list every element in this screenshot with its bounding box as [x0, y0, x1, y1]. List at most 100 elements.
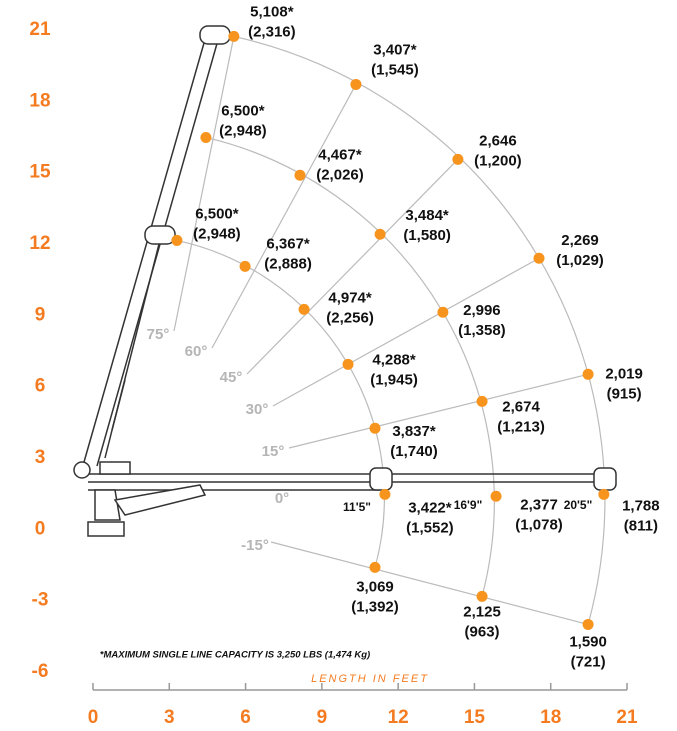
- load-point: [582, 618, 594, 630]
- capacity-lbs: 3,837*: [392, 423, 436, 440]
- y-tick-label: -6: [32, 661, 49, 682]
- angle-guide: [272, 257, 540, 407]
- load-point: [533, 252, 545, 264]
- x-tick-label: 6: [240, 707, 251, 728]
- angle-guide: [270, 541, 589, 626]
- angle-label: 15°: [262, 443, 285, 460]
- angle-label: -15°: [241, 537, 269, 554]
- capacity-lbs: 2,269: [561, 232, 599, 249]
- footnote: *MAXIMUM SINGLE LINE CAPACITY IS 3,250 L…: [100, 650, 370, 661]
- angle-label: 45°: [220, 369, 243, 386]
- x-tick-label: 0: [88, 707, 99, 728]
- section-label: 11'5": [343, 500, 371, 514]
- load-point: [369, 422, 381, 434]
- angle-label: 0°: [275, 490, 289, 507]
- capacity-lbs: 3,407*: [373, 41, 417, 58]
- capacity-kg: (1,213): [497, 418, 545, 435]
- section-label: 20'5": [564, 498, 593, 512]
- y-tick-label: 12: [29, 233, 50, 254]
- capacity-lbs: 6,500*: [195, 205, 239, 222]
- capacity-lbs: 5,108*: [250, 3, 294, 20]
- y-tick-label: 9: [35, 304, 46, 325]
- capacity-lbs: 3,422*: [408, 499, 452, 516]
- x-tick-label: 12: [388, 707, 409, 728]
- capacity-lbs: 2,377: [520, 496, 558, 513]
- load-point: [200, 131, 212, 143]
- capacity-kg: (1,392): [351, 598, 399, 615]
- y-tick-label: 0: [35, 518, 46, 539]
- load-point: [374, 228, 386, 240]
- capacity-lbs: 2,996: [463, 302, 501, 319]
- angle-guide: [211, 84, 357, 349]
- capacity-kg: (2,888): [264, 255, 312, 272]
- load-point: [476, 395, 488, 407]
- capacity-kg: (1,580): [403, 227, 451, 244]
- crane: [73, 25, 617, 537]
- capacity-lbs: 3,484*: [405, 207, 449, 224]
- x-axis-label: LENGTH IN FEET: [311, 673, 429, 685]
- y-tick-label: 15: [29, 162, 51, 183]
- x-tick-label: 15: [464, 707, 486, 728]
- x-tick-label: 9: [317, 707, 328, 728]
- capacity-kg: (721): [571, 653, 606, 670]
- y-tick-label: 6: [35, 376, 46, 397]
- capacity-lbs: 1,590: [569, 633, 607, 650]
- x-tick-label: 3: [164, 707, 175, 728]
- capacity-kg: (1,029): [556, 252, 604, 269]
- load-point: [476, 590, 488, 602]
- capacity-kg: (1,545): [371, 61, 419, 78]
- load-point: [452, 153, 464, 165]
- capacity-kg: (2,948): [219, 122, 267, 139]
- load-point: [294, 169, 306, 181]
- section-label: 16'9": [454, 498, 483, 512]
- capacity-kg: (915): [607, 385, 642, 402]
- x-tick-label: 21: [616, 707, 638, 728]
- capacity-lbs: 2,125: [463, 603, 501, 620]
- load-point: [228, 30, 240, 42]
- capacity-kg: (1,200): [474, 152, 522, 169]
- load-point: [171, 234, 183, 246]
- x-tick-label: 18: [540, 707, 561, 728]
- capacity-kg: (1,740): [390, 443, 438, 460]
- capacity-lbs: 3,069: [356, 578, 394, 595]
- capacity-lbs: 4,974*: [328, 289, 372, 306]
- capacity-kg: (2,026): [316, 166, 364, 183]
- capacity-lbs: 1,788: [622, 497, 660, 514]
- load-point: [437, 306, 449, 318]
- y-tick-label: 3: [35, 447, 46, 468]
- load-point: [239, 260, 251, 272]
- angle-label: 60°: [185, 343, 208, 360]
- angle-guide: [246, 158, 459, 375]
- capacity-kg: (2,316): [248, 23, 296, 40]
- load-point: [598, 488, 610, 500]
- capacity-lbs: 6,367*: [266, 235, 310, 252]
- capacity-lbs: 2,019: [605, 365, 643, 382]
- capacity-kg: (1,552): [406, 519, 454, 536]
- capacity-lbs: 2,646: [479, 132, 517, 149]
- capacity-kg: (963): [465, 623, 500, 640]
- angle-guide: [173, 36, 235, 332]
- load-point: [490, 490, 502, 502]
- capacity-lbs: 4,288*: [372, 351, 416, 368]
- capacity-kg: (1,945): [370, 371, 418, 388]
- capacity-lbs: 2,674: [502, 398, 540, 415]
- capacity-kg: (1,358): [458, 322, 506, 339]
- load-point: [342, 358, 354, 370]
- capacity-kg: (811): [624, 517, 658, 534]
- load-point: [350, 78, 362, 90]
- capacity-kg: (1,078): [515, 516, 563, 533]
- angle-label: 75°: [147, 326, 170, 343]
- y-tick-label: 18: [29, 90, 50, 111]
- angle-guide: [288, 373, 589, 449]
- y-tick-label: -3: [32, 590, 49, 611]
- load-point: [379, 488, 391, 500]
- angle-label: 30°: [246, 401, 269, 418]
- load-point: [582, 368, 594, 380]
- load-point: [369, 561, 381, 573]
- load-point: [298, 303, 310, 315]
- capacity-kg: (2,256): [326, 309, 374, 326]
- capacity-lbs: 6,500*: [221, 102, 265, 119]
- y-tick-label: 21: [29, 19, 51, 40]
- capacity-kg: (2,948): [193, 225, 241, 242]
- capacity-lbs: 4,467*: [318, 146, 362, 163]
